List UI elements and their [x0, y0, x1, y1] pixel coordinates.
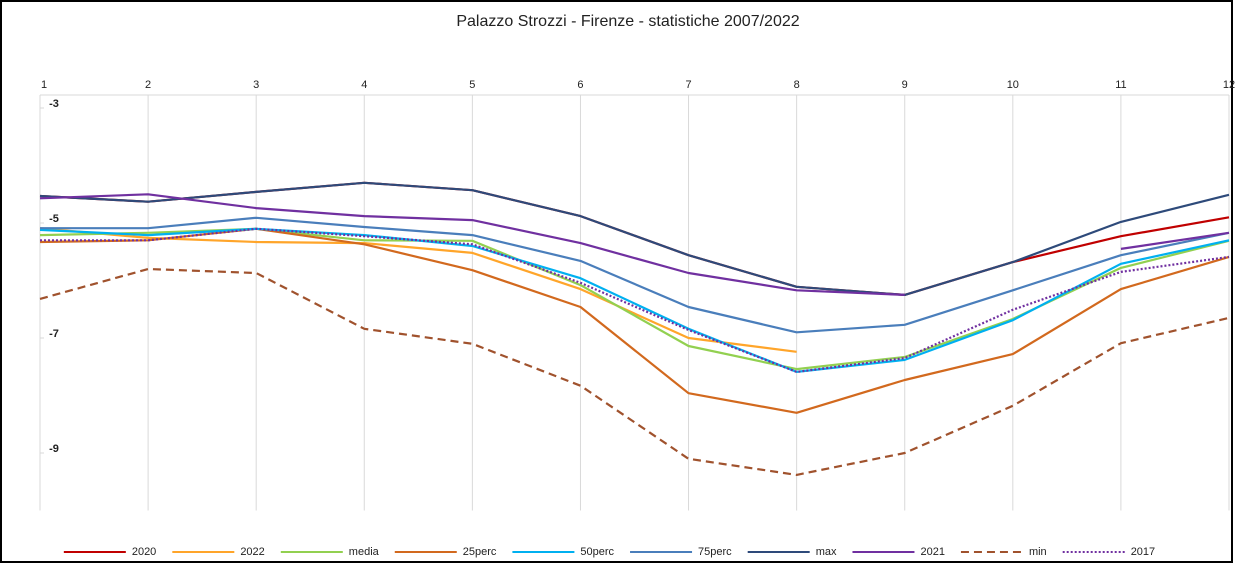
y-tick-label: -3: [49, 98, 59, 110]
legend-label: 75perc: [698, 546, 732, 558]
legend-label: 2021: [920, 546, 944, 558]
data-line: [40, 227, 1230, 373]
x-tick-label: 6: [577, 79, 583, 91]
data-line: [40, 216, 1230, 334]
data-line: [39, 193, 1230, 296]
x-tick-label: 1: [41, 79, 47, 91]
legend-label: 2022: [240, 546, 264, 558]
data-line: [39, 181, 1230, 296]
legend-label: media: [349, 546, 380, 558]
legend-label: 2020: [132, 546, 156, 558]
legend-label: min: [1029, 546, 1047, 558]
legend-label: 2017: [1131, 546, 1155, 558]
x-tick-label: 4: [361, 79, 367, 91]
legend-label: 50perc: [580, 546, 614, 558]
y-tick-label: -9: [49, 443, 59, 455]
chart-title: Palazzo Strozzi - Firenze - statistiche …: [456, 13, 799, 30]
x-tick-label: 9: [902, 79, 908, 91]
legend-label: 25perc: [463, 546, 497, 558]
data-line: [39, 267, 1230, 476]
x-tick-label: 7: [685, 79, 691, 91]
x-tick-label: 8: [794, 79, 800, 91]
y-tick-label: -7: [49, 328, 59, 340]
x-tick-label: 10: [1007, 79, 1019, 91]
legend-label: max: [816, 546, 837, 558]
x-tick-label: 3: [253, 79, 259, 91]
x-tick-label: 5: [469, 79, 475, 91]
x-tick-label: 2: [145, 79, 151, 91]
x-tick-label: 12: [1223, 79, 1235, 91]
data-line: [39, 227, 1230, 373]
y-tick-label: -5: [49, 213, 59, 225]
x-tick-label: 11: [1115, 79, 1126, 91]
